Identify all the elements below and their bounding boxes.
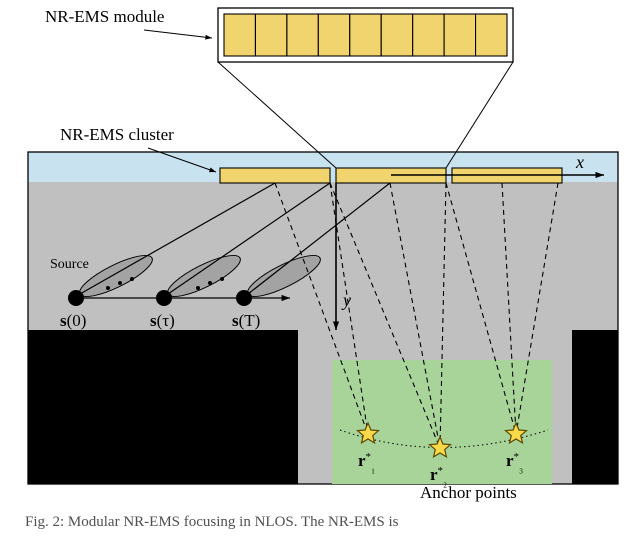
source-point [236,290,252,306]
svg-text:x: x [575,152,584,172]
cluster-module [220,168,330,183]
svg-text:Anchor points: Anchor points [420,483,517,502]
module-cell [381,14,412,56]
module-cell [444,14,475,56]
svg-text:Source: Source [50,257,89,272]
module-cell [255,14,286,56]
source-point [68,290,84,306]
module-cell [350,14,381,56]
svg-text:s(τ): s(τ) [150,311,175,330]
svg-text:NR-EMS module: NR-EMS module [45,7,164,26]
figure-caption: Fig. 2: Modular NR-EMS focusing in NLOS.… [25,514,399,530]
svg-text:s(T): s(T) [232,311,260,330]
svg-text:s(0): s(0) [60,311,86,330]
module-cell [287,14,318,56]
module-cell [224,14,255,56]
svg-text:y: y [341,290,351,310]
source-point [156,290,172,306]
module-cell [318,14,349,56]
module-cell [476,14,507,56]
module-cell [413,14,444,56]
svg-text:NR-EMS cluster: NR-EMS cluster [60,125,174,144]
